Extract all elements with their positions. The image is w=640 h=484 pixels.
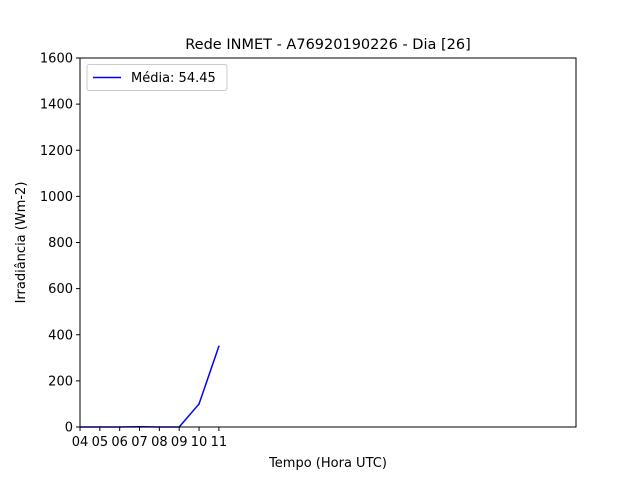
x-tick-label: 06 [111,435,128,450]
y-tick-label: 200 [48,374,73,389]
y-tick-label: 800 [48,236,73,251]
data-point [198,403,200,405]
ticks-layer: 0 200 400 600 800 1000 1200 1400 1600 04 05 06 07 08 0… [40,52,227,451]
plot-frame [79,57,577,428]
y-tick-label: 1400 [40,98,73,113]
x-tick-label: 09 [171,435,188,450]
x-tick-label: 11 [211,435,228,450]
data-point [218,345,220,348]
x-tick-label: 05 [92,435,109,450]
y-tick-label: 600 [48,282,73,297]
legend-label: Média: 54.45 [131,71,216,86]
y-tick-label: 1600 [40,52,73,67]
x-tick-label: 07 [131,435,148,450]
y-tick-label: 400 [48,328,73,343]
x-tick-label: 10 [191,435,208,450]
y-axis-label: Irradiância (Wm-2) [14,182,29,304]
x-axis-label: Tempo (Hora UTC) [268,456,387,471]
y-tick-label: 1000 [40,190,73,205]
y-tick-label: 1200 [40,144,73,159]
x-tick-label: 04 [72,435,89,450]
chart-title: Rede INMET - A76920190226 - Dia [26] [185,37,470,53]
y-tick-label: 0 [65,421,73,436]
x-tick-label: 08 [151,435,168,450]
legend-box [86,64,228,91]
legend: Média: 54.45 [86,64,228,91]
